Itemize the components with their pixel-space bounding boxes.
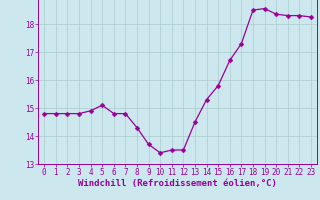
X-axis label: Windchill (Refroidissement éolien,°C): Windchill (Refroidissement éolien,°C)	[78, 179, 277, 188]
